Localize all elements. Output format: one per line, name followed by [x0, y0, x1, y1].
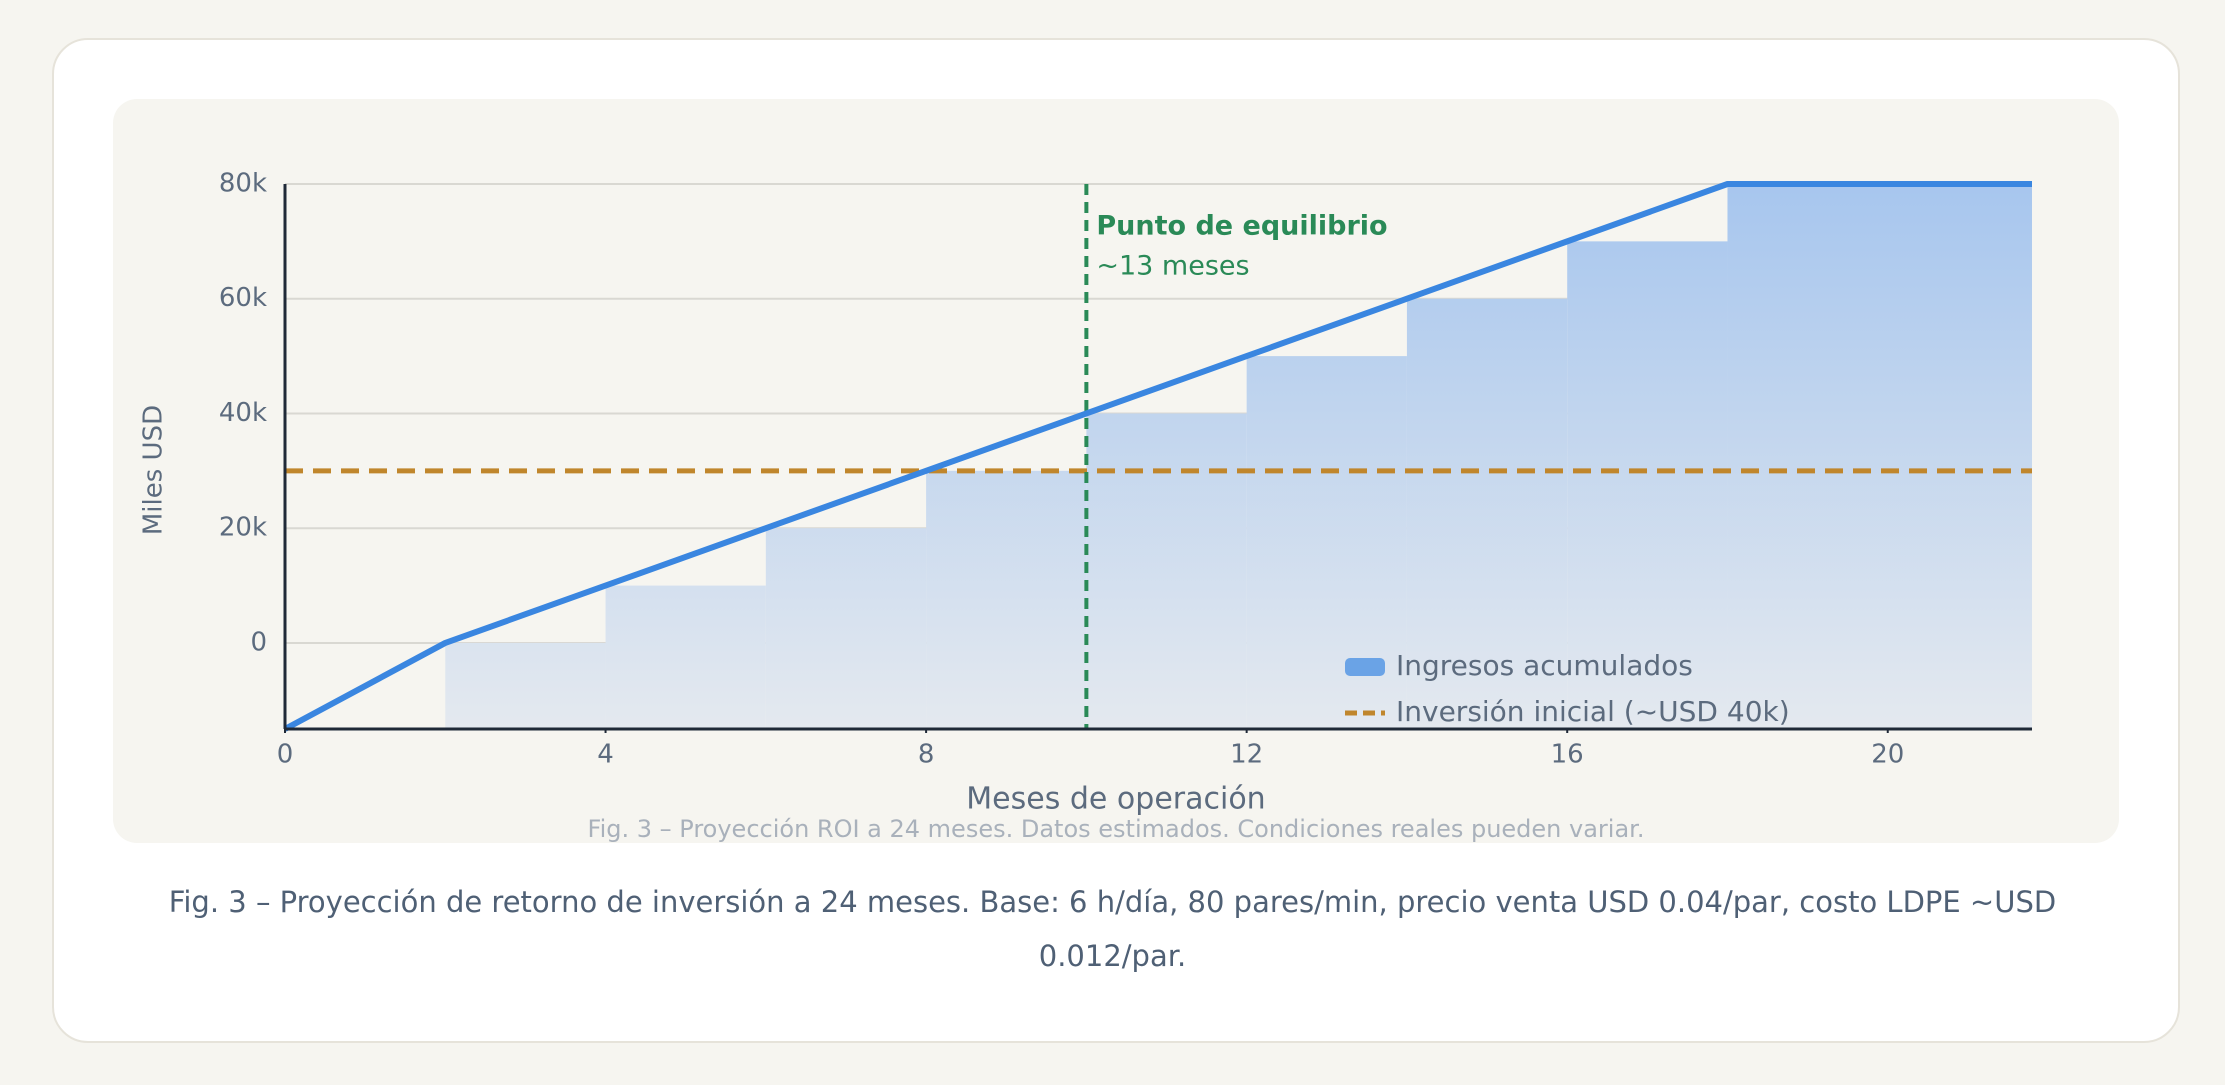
- area-step: [605, 585, 766, 729]
- x-tick-label: 16: [1551, 740, 1584, 770]
- y-tick-label: 60k: [219, 283, 267, 313]
- area-step: [926, 470, 1087, 729]
- x-tick-label: 8: [918, 740, 935, 770]
- y-tick-label: 40k: [219, 398, 267, 428]
- y-axis-label: Miles USD: [139, 405, 169, 535]
- x-tick-label: 0: [277, 740, 294, 770]
- y-tick-label: 80k: [219, 169, 267, 199]
- x-axis-label: Meses de operación: [966, 782, 1265, 817]
- x-tick-label: 12: [1230, 740, 1263, 770]
- area-step: [1406, 298, 1568, 729]
- legend-label: Ingresos acumulados: [1396, 649, 1693, 682]
- x-tick-label: 20: [1871, 740, 1904, 770]
- line: [283, 181, 2032, 732]
- area-step: [765, 528, 927, 729]
- legend-label: Inversión inicial (~USD 40k): [1396, 695, 1790, 728]
- area-step: [445, 642, 606, 729]
- y-tick-label: 20k: [219, 513, 267, 543]
- annotation-title: Punto de equilibrio: [1096, 211, 1387, 242]
- x-tick-label: 4: [597, 740, 614, 770]
- y-tick-label: 0: [250, 627, 267, 657]
- annotation-subtitle: ~13 meses: [1096, 251, 1249, 282]
- area-step: [1567, 241, 1728, 730]
- figure-caption: Fig. 3 – Proyección de retorno de invers…: [168, 885, 2057, 973]
- area-step: [1727, 184, 2032, 729]
- area-step: [1086, 413, 1247, 729]
- legend-swatch: [1345, 658, 1385, 676]
- chart-note: Fig. 3 – Proyección ROI a 24 meses. Dato…: [588, 815, 1645, 843]
